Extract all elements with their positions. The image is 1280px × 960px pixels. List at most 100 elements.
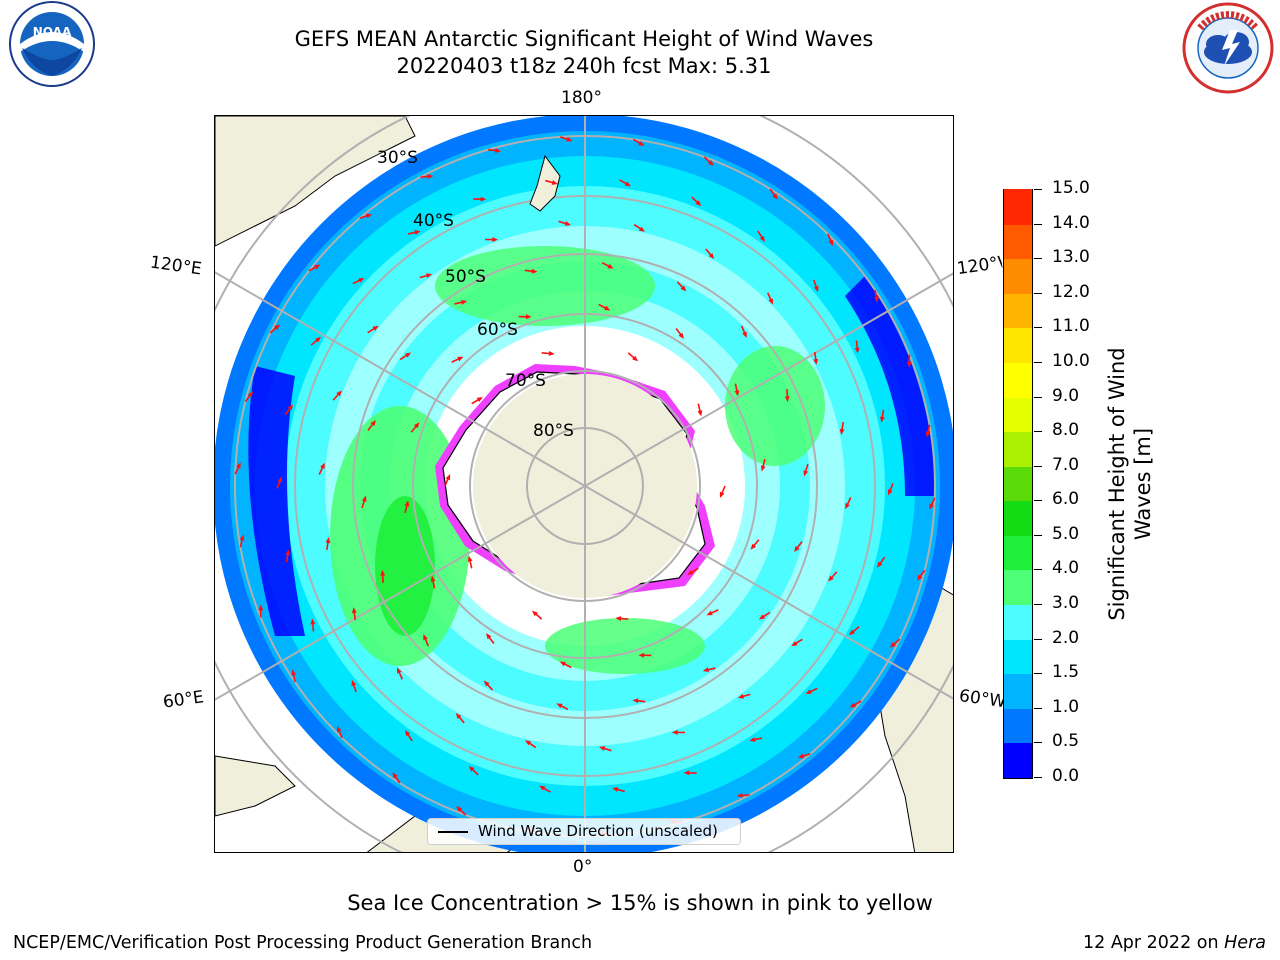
wind-wave-arrowhead (813, 285, 819, 293)
sea-ice-note: Sea Ice Concentration > 15% is shown in … (347, 891, 933, 915)
chart-subtitle: 20220403 t18z 240h fcst Max: 5.31 (396, 54, 772, 78)
colorbar-tick (1034, 189, 1042, 190)
wind-wave-arrowhead (758, 614, 766, 620)
lon-label-0: 0° (573, 857, 593, 877)
meridian-line (584, 485, 953, 700)
colorbar-segment (1004, 673, 1032, 709)
colorbar-tick (1034, 223, 1042, 225)
wind-wave-arrowhead (671, 729, 678, 735)
wind-wave-arrowhead (768, 298, 773, 305)
wave-band-low-west (248, 366, 305, 636)
wind-wave-arrowhead (737, 693, 745, 699)
lon-label-60e: 60°E (161, 687, 206, 713)
colorbar-tick-label: 3.0 (1052, 593, 1080, 614)
wind-wave-arrowhead (759, 235, 765, 242)
lon-label-60w: 60°W (957, 685, 1006, 713)
wind-wave-arrowhead (797, 753, 805, 759)
wind-wave-arrowhead (325, 537, 331, 544)
wind-wave-arrowhead (539, 785, 546, 791)
colorbar-tick-label: 2.0 (1052, 627, 1080, 648)
wind-wave-arrowhead (315, 336, 322, 343)
wind-wave-arrowhead (695, 200, 702, 207)
colorbar-tick-label: 8.0 (1052, 420, 1080, 441)
wind-wave-arrowhead (708, 253, 715, 259)
wind-wave-arrowhead (749, 737, 756, 742)
wind-wave-arrowhead (706, 610, 713, 616)
wind-wave-arrowhead (687, 569, 694, 576)
colorbar-segment (1004, 327, 1032, 363)
wind-wave-arrowhead (445, 474, 451, 481)
wind-wave-arrowhead (887, 489, 893, 496)
wind-wave-arrowhead (486, 633, 492, 640)
latitude-label: 40°S (413, 211, 454, 231)
wind-wave-arrowhead (736, 793, 743, 798)
madagascar-land (215, 755, 296, 817)
colorbar-segment (1004, 708, 1032, 744)
colorbar-tick (1034, 777, 1042, 778)
wind-wave-arrowhead (365, 213, 373, 219)
wind-wave-arrowhead (413, 422, 420, 429)
wind-wave-arrowhead (337, 726, 342, 733)
wind-wave-arrowhead (427, 174, 434, 179)
wind-wave-arrowhead (612, 787, 619, 792)
wind-wave-arrowhead (604, 305, 611, 311)
wind-wave-arrowhead (615, 616, 622, 621)
colorbar-tick-label: 11.0 (1052, 316, 1090, 337)
wind-wave-arrowhead (310, 618, 316, 625)
wind-wave-arrowhead (564, 221, 571, 226)
wind-wave-arrowhead (358, 277, 365, 283)
colorbar-tick (1034, 465, 1042, 467)
wind-wave-arrowhead (495, 148, 502, 153)
colorbar-tick-label: 10.0 (1052, 350, 1090, 371)
wind-wave-arrowhead (845, 502, 850, 510)
wind-wave-arrowhead (803, 470, 809, 477)
wind-wave-arrowhead (320, 462, 325, 470)
colorbar-tick (1034, 569, 1042, 571)
wind-wave-arrowhead (873, 296, 879, 303)
wind-wave-arrowhead (457, 356, 464, 362)
colorbar-tick (1034, 361, 1042, 363)
wind-wave-arrowhead (483, 680, 490, 687)
colorbar (1003, 189, 1033, 779)
colorbar-tick (1034, 396, 1042, 398)
wind-wave-arrowhead (839, 428, 845, 435)
wave-band-low-east (845, 276, 935, 496)
colorbar-tick-label: 7.0 (1052, 454, 1080, 475)
wind-wave-arrowhead (638, 140, 645, 147)
colorbar-segment (1004, 189, 1032, 225)
wind-wave-arrowhead (247, 391, 254, 398)
wind-wave-arrowhead (805, 689, 812, 695)
wind-wave-arrowhead (876, 561, 883, 568)
colorbar-segment (1004, 742, 1032, 778)
noaa-logo: NOAA (9, 1, 95, 87)
wind-wave-arrowhead (336, 390, 342, 397)
wind-wave-arrowhead (480, 196, 487, 202)
new-zealand-land (529, 154, 561, 212)
colorbar-segment (1004, 569, 1032, 606)
wind-wave-arrowhead (476, 396, 483, 403)
wind-wave-arrowhead (404, 352, 412, 358)
wind-wave-arrowhead (566, 136, 573, 142)
wind-wave-arrowhead (492, 237, 499, 243)
wind-wave-arrowhead (750, 543, 757, 550)
colorbar-tick (1034, 327, 1042, 329)
wind-wave-arrowhead (702, 667, 709, 673)
colorbar-tick-label: 12.0 (1052, 281, 1090, 302)
wind-wave-arrowhead (889, 642, 896, 648)
wave-band-peak-indian (375, 496, 435, 636)
map-panel: 30°S 40°S 50°S 60°S 70°S 80°S (214, 115, 954, 853)
wind-wave-arrowhead (791, 641, 798, 647)
footer-date: 12 Apr 2022 on Hera (1083, 933, 1266, 953)
wind-wave-arrowhead (524, 740, 532, 746)
wind-wave-arrowhead (372, 325, 379, 331)
colorbar-tick (1034, 604, 1042, 606)
latitude-label: 50°S (445, 267, 486, 287)
colorbar-tick-label: 1.0 (1052, 696, 1080, 717)
colorbar-tick-label: 1.5 (1052, 662, 1080, 683)
lon-label-120w: 120°W (955, 252, 1004, 280)
wind-wave-arrowhead (734, 390, 740, 397)
wind-wave-arrowhead (813, 358, 819, 365)
wind-wave-arrowhead (430, 575, 436, 582)
chart-title: GEFS MEAN Antarctic Significant Height o… (294, 27, 874, 51)
nws-logo (1182, 2, 1274, 94)
